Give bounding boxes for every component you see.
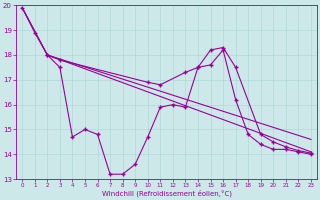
X-axis label: Windchill (Refroidissement éolien,°C): Windchill (Refroidissement éolien,°C) bbox=[101, 190, 232, 197]
